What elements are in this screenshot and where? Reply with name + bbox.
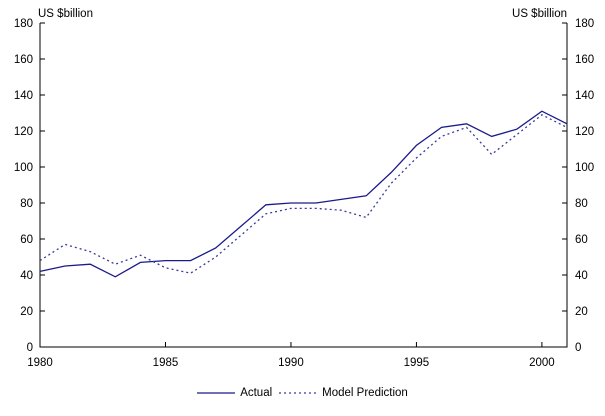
x-axis-tick-label: 2000 — [529, 357, 555, 369]
y-axis-tick-label-left: 40 — [20, 270, 33, 282]
x-axis-tick-label: 1990 — [278, 357, 304, 369]
y-axis-tick-label-left: 60 — [20, 234, 33, 246]
legend-item-model-prediction: Model Prediction — [279, 387, 408, 399]
y-axis-tick-label-right: 120 — [575, 126, 594, 138]
y-axis-title-left: US $billion — [38, 8, 93, 20]
y-axis-tick-label-left: 160 — [14, 54, 33, 66]
y-axis-tick-label-right: 0 — [575, 342, 581, 354]
y-axis-tick-label-left: 0 — [27, 342, 33, 354]
y-axis-tick-label-left: 100 — [14, 162, 33, 174]
y-axis-tick-label-right: 180 — [575, 18, 594, 30]
y-axis-tick-label-right: 160 — [575, 54, 594, 66]
y-axis-tick-label-left: 120 — [14, 126, 33, 138]
series-line-actual — [39, 110, 568, 278]
y-axis-tick-label-right: 80 — [575, 198, 588, 210]
y-axis-tick-label-right: 140 — [575, 90, 594, 102]
x-axis-tick-label: 1980 — [27, 357, 53, 369]
y-axis-tick-label-right: 40 — [575, 270, 588, 282]
y-axis-title-right: US $billion — [512, 8, 567, 20]
legend-line-dotted-icon — [279, 392, 318, 394]
y-axis-tick-label-right: 100 — [575, 162, 594, 174]
x-axis-tick-label: 1985 — [153, 357, 179, 369]
plot-area: 0 0 20 20 40 40 60 60 80 80 100 100 120 120 140 140 160 1… — [14, 18, 594, 369]
legend-line-solid-icon — [197, 392, 236, 394]
series-line-model-prediction — [39, 114, 568, 274]
y-axis-tick-label-left: 180 — [14, 18, 33, 30]
legend-label-actual: Actual — [240, 387, 273, 399]
y-axis-tick-label-left: 20 — [20, 306, 33, 318]
y-axis-tick-label-left: 140 — [14, 90, 33, 102]
legend-label-model-prediction: Model Prediction — [322, 387, 408, 399]
y-axis-tick-label-right: 60 — [575, 234, 588, 246]
chart-legend: Actual Model Prediction — [0, 387, 605, 399]
legend-item-actual: Actual — [197, 387, 272, 399]
axis-frame — [39, 23, 568, 348]
y-axis-tick-label-left: 80 — [20, 198, 33, 210]
y-axis-tick-label-right: 20 — [575, 306, 588, 318]
x-axis-tick-label: 1995 — [404, 357, 430, 369]
